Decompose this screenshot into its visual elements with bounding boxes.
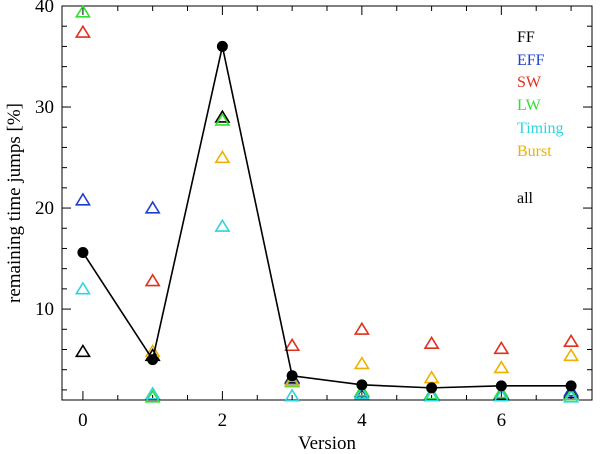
data-point-dot — [495, 380, 507, 392]
data-point-triangle — [144, 200, 161, 214]
data-point-dot — [426, 382, 438, 394]
data-point-triangle — [353, 356, 370, 370]
legend-label-burst: Burst — [517, 143, 552, 160]
y-axis-ticks: 10 20 30 40 — [35, 0, 592, 391]
data-point-triangle — [284, 388, 301, 402]
data-point-triangle — [144, 389, 161, 403]
series-eff — [74, 192, 580, 400]
data-point-triangle — [563, 385, 580, 399]
plot-area — [74, 4, 580, 403]
data-point-triangle — [284, 337, 301, 352]
data-point-triangle — [214, 109, 231, 123]
series-line-all — [82, 46, 572, 389]
y-tick-label: 10 — [35, 299, 54, 320]
legend-label-ff: FF — [517, 29, 535, 46]
x-tick-label: 4 — [357, 410, 367, 431]
series-sw — [74, 24, 580, 355]
data-point-triangle — [74, 281, 91, 295]
series-all — [77, 40, 577, 394]
y-tick-label: 30 — [35, 97, 54, 118]
data-point-triangle — [144, 273, 161, 287]
legend-label-all: all — [517, 190, 534, 207]
data-point-triangle — [563, 348, 580, 362]
data-point-dot — [286, 370, 298, 382]
data-point-triangle — [423, 335, 440, 350]
legend-label-lw: LW — [517, 97, 542, 114]
x-tick-label: 0 — [78, 410, 88, 431]
legend-label-timing: Timing — [517, 120, 564, 137]
data-point-triangle — [214, 218, 231, 232]
data-point-triangle — [214, 112, 231, 126]
data-point-triangle — [493, 385, 510, 399]
data-point-dot — [356, 379, 368, 391]
y-tick-label: 20 — [35, 198, 54, 219]
data-point-triangle — [423, 386, 440, 400]
data-point-dot — [565, 380, 577, 392]
plot-border — [61, 5, 593, 401]
legend-label-eff: EFF — [517, 52, 545, 69]
data-point-triangle — [353, 383, 370, 397]
data-point-triangle — [493, 360, 510, 374]
x-tick-label: 2 — [218, 410, 228, 431]
x-axis-title: Version — [298, 433, 357, 454]
y-tick-label: 40 — [35, 0, 54, 17]
data-point-triangle — [284, 373, 301, 387]
data-point-triangle — [423, 388, 440, 402]
data-point-triangle — [214, 150, 231, 164]
legend: FF EFF SW LW Timing Burst all — [517, 29, 564, 207]
data-point-triangle — [74, 24, 91, 38]
data-point-triangle — [144, 386, 161, 400]
series-burst — [144, 150, 580, 387]
data-point-triangle — [493, 388, 510, 402]
data-point-triangle — [563, 383, 580, 397]
data-point-dot — [147, 354, 159, 366]
legend-label-sw: SW — [517, 74, 542, 91]
x-axis-ticks: 0 2 4 6 — [78, 6, 572, 431]
data-point-dot — [216, 40, 228, 52]
data-point-triangle — [353, 386, 370, 400]
data-point-triangle — [74, 343, 91, 358]
series-timing — [74, 218, 580, 403]
y-axis-title: remaining time jumps [%] — [4, 103, 25, 303]
data-point-triangle — [563, 333, 580, 348]
data-point-triangle — [563, 387, 580, 401]
data-point-triangle — [493, 340, 510, 355]
data-point-triangle — [74, 4, 91, 18]
axes-frame — [61, 5, 593, 401]
data-point-triangle — [353, 321, 370, 335]
data-point-triangle — [74, 192, 91, 206]
data-point-triangle — [563, 389, 580, 403]
data-point-dot — [77, 247, 89, 259]
x-tick-label: 6 — [497, 410, 507, 431]
data-point-triangle — [423, 370, 440, 384]
